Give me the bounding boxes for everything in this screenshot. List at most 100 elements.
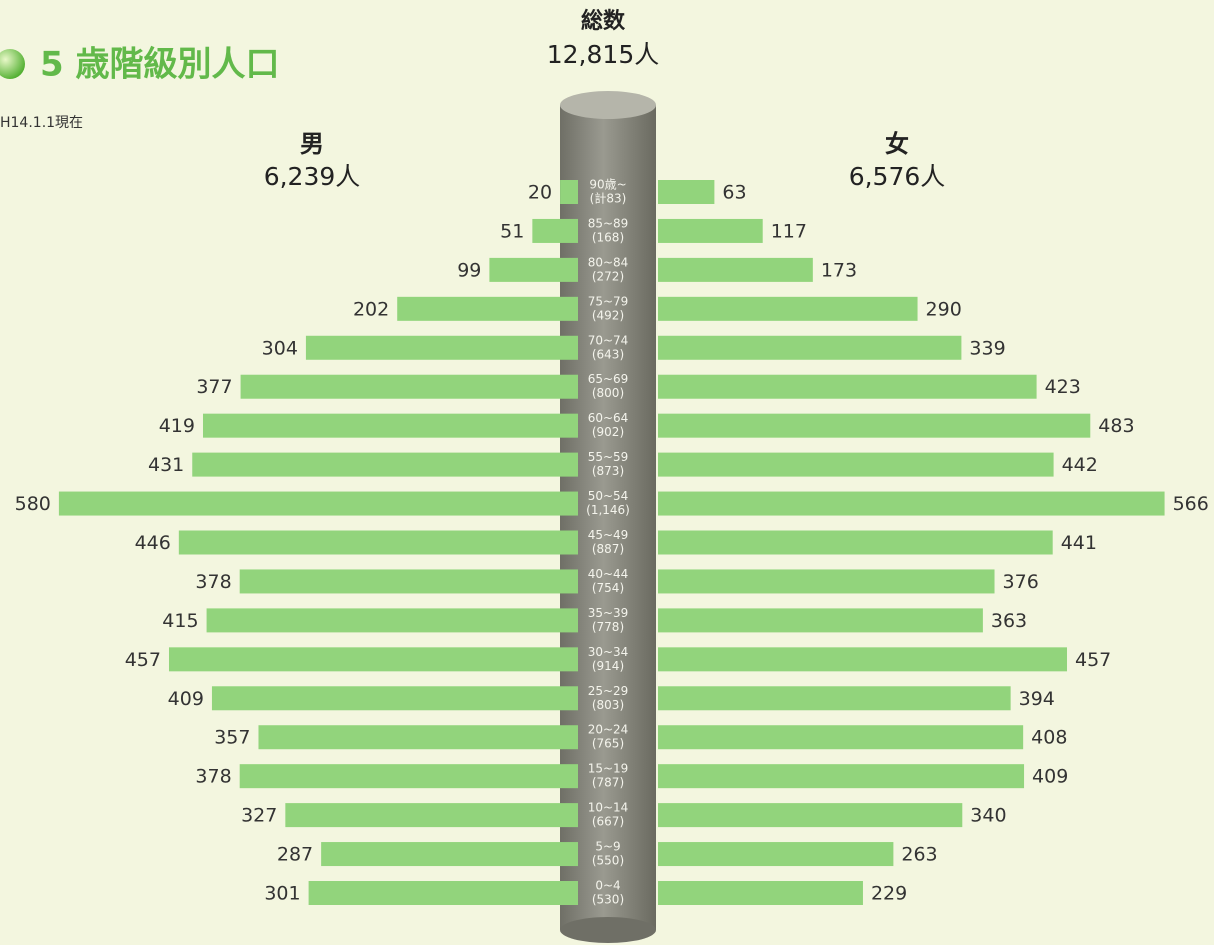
bar [489,257,578,282]
value-label: 409 [168,688,204,710]
value-label: 378 [195,766,231,788]
value-label: 290 [926,298,962,320]
bar [658,413,1091,438]
bar [206,608,578,633]
value-label: 51 [500,220,524,242]
category-label: 5~9 [595,840,620,854]
category-label: 60~64 [588,411,629,425]
category-label: 50~54 [588,489,629,503]
legend-male: 男 [300,130,324,158]
bar [658,335,962,360]
value-label: 415 [162,610,198,632]
value-label: 357 [214,727,250,749]
bar [178,530,578,555]
bar [658,218,763,243]
female-total: 6,576人 [849,162,946,191]
category-total: (550) [592,854,624,868]
bar [239,764,578,789]
bar [658,180,715,204]
category-total: (778) [592,620,624,634]
bar [658,530,1053,555]
value-label: 423 [1045,376,1081,398]
bar [239,569,578,594]
bar [658,881,863,905]
bar [658,842,894,867]
bar [258,725,578,750]
category-total: (765) [592,737,624,751]
value-label: 304 [262,337,298,359]
value-label: 376 [1003,571,1039,593]
title-icon [0,49,25,79]
bar [658,452,1054,477]
category-label: 85~89 [588,216,629,230]
bar [658,647,1068,672]
category-total: (1,146) [586,503,630,517]
category-label: 20~24 [588,723,629,737]
value-label: 431 [148,454,184,476]
bar [321,842,578,867]
total-value: 12,815人 [547,40,659,69]
bar [658,764,1025,789]
value-label: 301 [264,883,300,905]
bar [58,491,578,516]
bar [658,569,995,594]
category-label: 10~14 [588,801,629,815]
category-total: (887) [592,542,624,556]
category-label: 0~4 [595,879,620,893]
category-total: (800) [592,386,624,400]
total-label: 総数 [581,8,626,34]
value-label: 419 [159,415,195,437]
category-total: (530) [592,893,624,907]
category-total: (914) [592,659,624,673]
category-total: (902) [592,425,624,439]
bar [658,491,1165,516]
category-total: (492) [592,308,624,322]
bar [211,686,578,711]
category-label: 55~59 [588,450,629,464]
bar [658,608,983,633]
value-label: 117 [771,220,807,242]
category-label: 15~19 [588,762,629,776]
category-total: (643) [592,347,624,361]
value-label: 408 [1031,727,1067,749]
bar [658,686,1011,711]
value-label: 363 [991,610,1027,632]
category-total: (873) [592,464,624,478]
value-label: 340 [970,805,1006,827]
bar [168,647,579,672]
category-total: (計83) [590,191,627,206]
bar [305,335,578,360]
subtitle: H14.1.1現在 [0,115,83,131]
bar [240,374,578,399]
value-label: 327 [241,805,277,827]
category-label: 35~39 [588,606,629,620]
category-total: (803) [592,698,624,712]
bar [202,413,578,438]
value-label: 287 [277,844,313,866]
bar [560,180,578,204]
value-label: 202 [353,298,389,320]
bar [658,803,963,828]
category-label: 70~74 [588,333,629,347]
category-label: 30~34 [588,645,629,659]
category-total: (754) [592,581,624,595]
bar [285,803,578,828]
value-label: 580 [15,493,51,515]
value-label: 457 [1075,649,1111,671]
value-label: 441 [1061,532,1097,554]
legend-female: 女 [885,130,909,158]
value-label: 377 [196,376,232,398]
value-label: 378 [195,571,231,593]
bar [658,257,813,282]
bar [658,725,1024,750]
male-total: 6,239人 [264,162,361,191]
value-label: 99 [457,259,481,281]
bar [532,218,578,243]
category-label: 75~79 [588,294,629,308]
value-label: 566 [1173,493,1209,515]
category-label: 65~69 [588,372,629,386]
value-label: 409 [1032,766,1068,788]
value-label: 20 [528,182,552,204]
bar [308,881,578,905]
value-label: 263 [901,844,937,866]
